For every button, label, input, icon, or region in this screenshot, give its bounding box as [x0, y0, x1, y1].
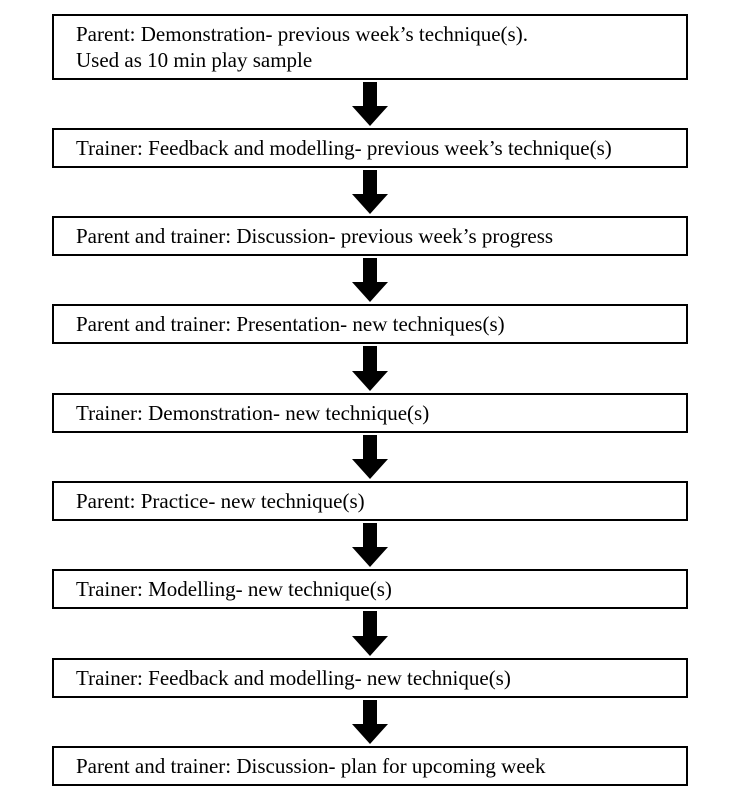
arrow-shaft: [363, 435, 377, 459]
arrow-shaft: [363, 346, 377, 371]
node-line: Used as 10 min play sample: [76, 48, 312, 72]
flow-node-trainer-feedback-prev: Trainer: Feedback and modelling- previou…: [52, 128, 688, 168]
arrow-head: [352, 371, 388, 391]
node-text: Trainer: Feedback and modelling- new tec…: [76, 665, 511, 691]
flow-node-discussion-plan: Parent and trainer: Discussion- plan for…: [52, 746, 688, 786]
node-text: Trainer: Feedback and modelling- previou…: [76, 135, 612, 161]
arrow-shaft: [363, 258, 377, 282]
arrow-head: [352, 636, 388, 656]
arrow-head: [352, 459, 388, 479]
node-text: Trainer: Demonstration- new technique(s): [76, 400, 429, 426]
flow-node-discussion-prev: Parent and trainer: Discussion- previous…: [52, 216, 688, 256]
arrow-icon: [352, 700, 388, 744]
node-text: Parent and trainer: Presentation- new te…: [76, 311, 505, 337]
arrow-shaft: [363, 523, 377, 547]
flow-node-trainer-feedback-new: Trainer: Feedback and modelling- new tec…: [52, 658, 688, 698]
arrow-icon: [352, 435, 388, 479]
arrow-head: [352, 282, 388, 302]
arrow-head: [352, 724, 388, 744]
node-text: Parent: Practice- new technique(s): [76, 488, 365, 514]
arrow-shaft: [363, 170, 377, 194]
arrow-icon: [352, 170, 388, 214]
flow-node-parent-practice-new: Parent: Practice- new technique(s): [52, 481, 688, 521]
flowchart-canvas: Parent: Demonstration- previous week’s t…: [0, 0, 740, 804]
arrow-icon: [352, 346, 388, 391]
arrow-head: [352, 194, 388, 214]
arrow-icon: [352, 523, 388, 567]
node-text: Parent and trainer: Discussion- plan for…: [76, 753, 545, 779]
flow-node-parent-demo-prev: Parent: Demonstration- previous week’s t…: [52, 14, 688, 80]
flow-node-presentation-new: Parent and trainer: Presentation- new te…: [52, 304, 688, 344]
flow-node-trainer-modelling-new: Trainer: Modelling- new technique(s): [52, 569, 688, 609]
node-text: Trainer: Modelling- new technique(s): [76, 576, 392, 602]
arrow-shaft: [363, 700, 377, 724]
node-text: Parent: Demonstration- previous week’s t…: [76, 21, 528, 74]
arrow-head: [352, 547, 388, 567]
node-line: Parent: Demonstration- previous week’s t…: [76, 22, 528, 46]
arrow-icon: [352, 82, 388, 126]
arrow-icon: [352, 611, 388, 656]
arrow-icon: [352, 258, 388, 302]
arrow-shaft: [363, 611, 377, 636]
arrow-shaft: [363, 82, 377, 106]
arrow-head: [352, 106, 388, 126]
flow-node-trainer-demo-new: Trainer: Demonstration- new technique(s): [52, 393, 688, 433]
node-text: Parent and trainer: Discussion- previous…: [76, 223, 553, 249]
